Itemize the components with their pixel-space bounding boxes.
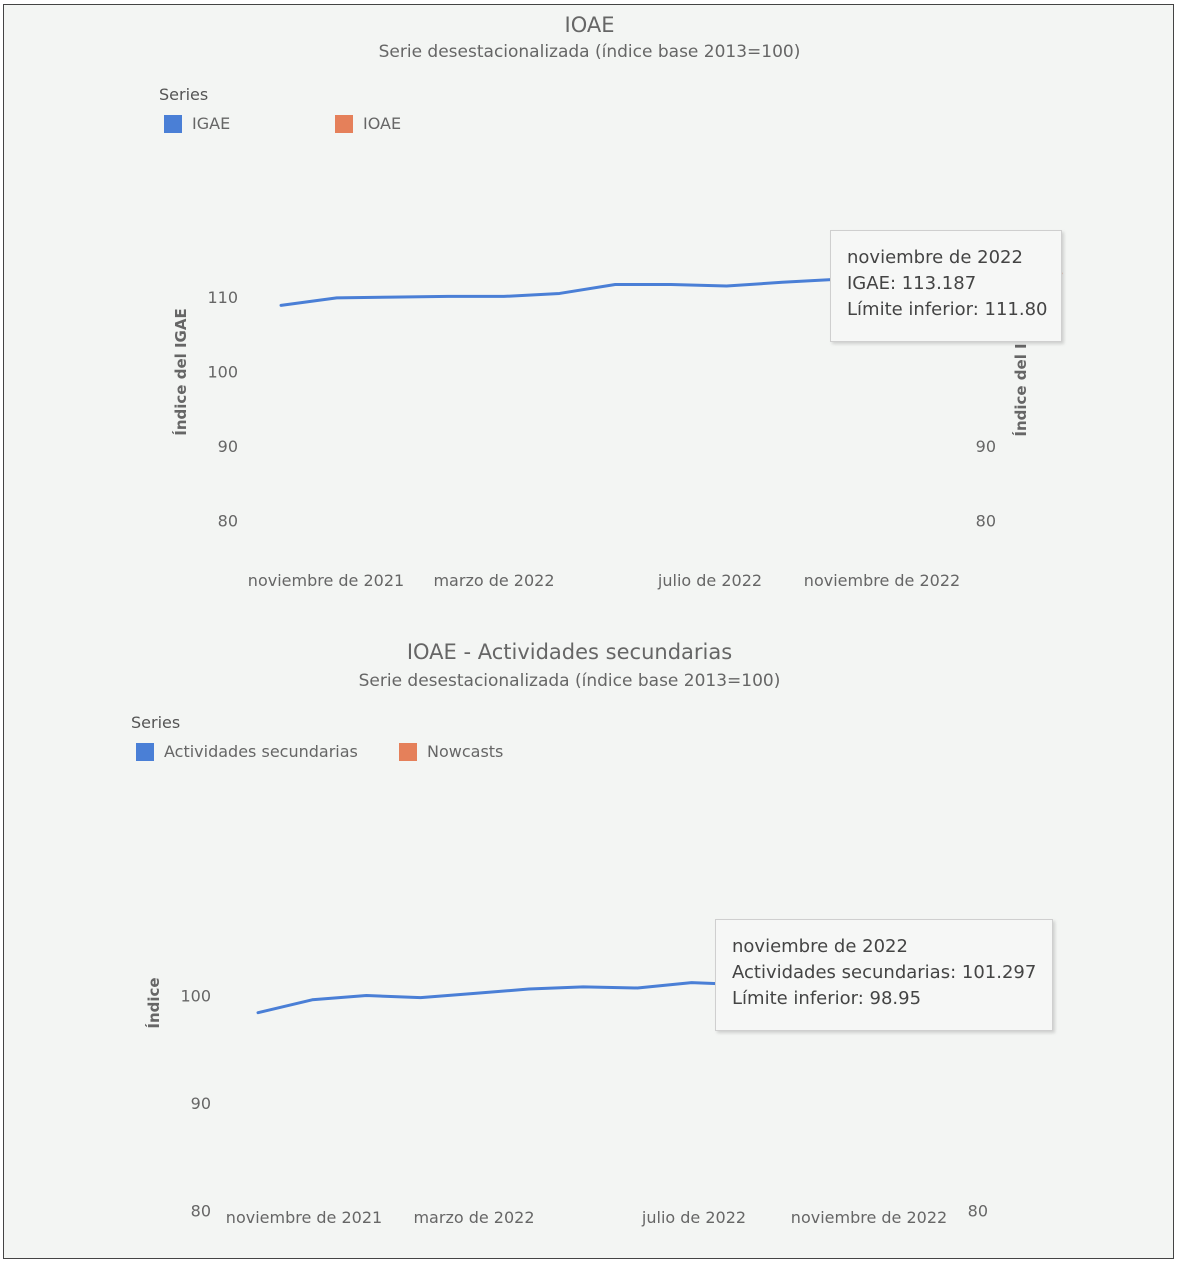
legend-swatch (399, 742, 417, 761)
x-tick-label: noviembre de 2021 (248, 571, 404, 590)
x-tick-label: noviembre de 2022 (804, 571, 960, 590)
x-tick-label: julio de 2022 (657, 571, 762, 590)
dashboard-frame: 80 90 100 110 80 90 Índice del IGAE Índice del … (3, 4, 1174, 1259)
legend-item-igae[interactable]: IGAE (164, 114, 230, 133)
legend-label: Nowcasts (427, 742, 504, 761)
y-tick-label: 110 (207, 288, 238, 307)
y-tick-label-right: 90 (976, 437, 996, 456)
y-tick-label: 80 (191, 1202, 211, 1221)
chart-subtitle: Serie desestacionalizada (índice base 20… (378, 42, 801, 62)
y-axis-label-right: Índice del I (1011, 343, 1030, 436)
x-tick-label: marzo de 2022 (433, 571, 554, 590)
tooltip-value: Actividades secundarias: 101.297 (732, 962, 1037, 983)
y-axis-label: Índice del IGAE (171, 308, 190, 435)
tooltip-date: noviembre de 2022 (847, 247, 1023, 268)
legend-item-actividades-secundarias[interactable]: Actividades secundarias (136, 742, 358, 761)
y-tick-label-right: 80 (968, 1202, 988, 1221)
y-tick-label: 100 (207, 363, 238, 382)
x-tick-label: julio de 2022 (641, 1208, 746, 1227)
chart-title: IOAE (564, 13, 615, 37)
legend-label: IGAE (192, 114, 231, 133)
tooltip: noviembre de 2022 IGAE: 113.187 Límite i… (830, 230, 1062, 342)
legend-label: IOAE (363, 114, 402, 133)
y-tick-label: 90 (191, 1094, 211, 1113)
chart-panel-ioae: 80 90 100 110 80 90 Índice del IGAE Índice del … (4, 5, 1175, 625)
y-tick-label: 90 (218, 437, 238, 456)
tooltip-date: noviembre de 2022 (732, 936, 908, 957)
x-tick-label: marzo de 2022 (413, 1208, 534, 1227)
legend-title: Series (159, 85, 209, 104)
y-tick-label-right: 80 (976, 511, 996, 530)
chart-subtitle: Serie desestacionalizada (índice base 20… (358, 671, 781, 691)
tooltip-value: IGAE: 113.187 (847, 273, 977, 294)
legend-item-ioae[interactable]: IOAE (335, 114, 401, 133)
x-tick-label: noviembre de 2021 (226, 1208, 382, 1227)
legend-swatch (136, 742, 154, 761)
y-tick-label: 100 (180, 987, 211, 1006)
legend-title: Series (131, 713, 181, 732)
tooltip-lower-limit: Límite inferior: 111.80 (847, 299, 1048, 320)
legend-item-nowcasts[interactable]: Nowcasts (399, 742, 503, 761)
legend-swatch (335, 114, 353, 133)
y-tick-label: 80 (218, 511, 238, 530)
tooltip-lower-limit: Límite inferior: 98.95 (732, 988, 922, 1009)
x-tick-label: noviembre de 2022 (791, 1208, 947, 1227)
legend-label: Actividades secundarias (164, 742, 358, 761)
y-axis-label: Índice (144, 977, 163, 1028)
chart-panel-secundarias: 809010080100Índicenoviembre de 2021marzo… (4, 633, 1175, 1260)
legend-swatch (164, 114, 182, 133)
chart-title: IOAE - Actividades secundarias (406, 640, 733, 664)
tooltip: noviembre de 2022 Actividades secundaria… (715, 919, 1053, 1031)
